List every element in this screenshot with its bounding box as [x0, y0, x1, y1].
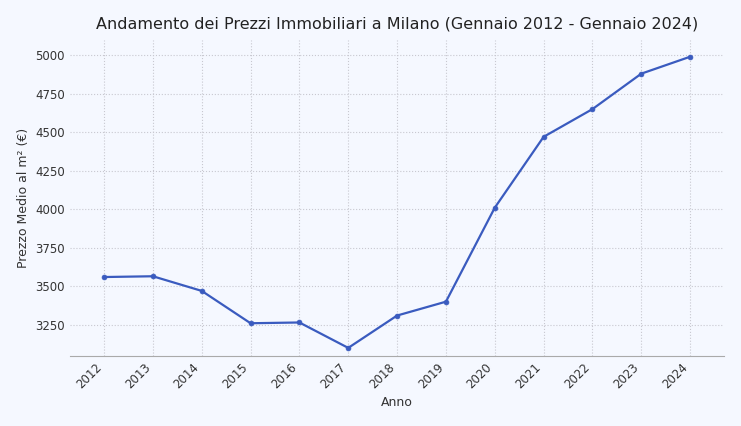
Title: Andamento dei Prezzi Immobiliari a Milano (Gennaio 2012 - Gennaio 2024): Andamento dei Prezzi Immobiliari a Milan… [96, 17, 698, 32]
Y-axis label: Prezzo Medio al m² (€): Prezzo Medio al m² (€) [16, 128, 30, 268]
X-axis label: Anno: Anno [381, 396, 413, 409]
